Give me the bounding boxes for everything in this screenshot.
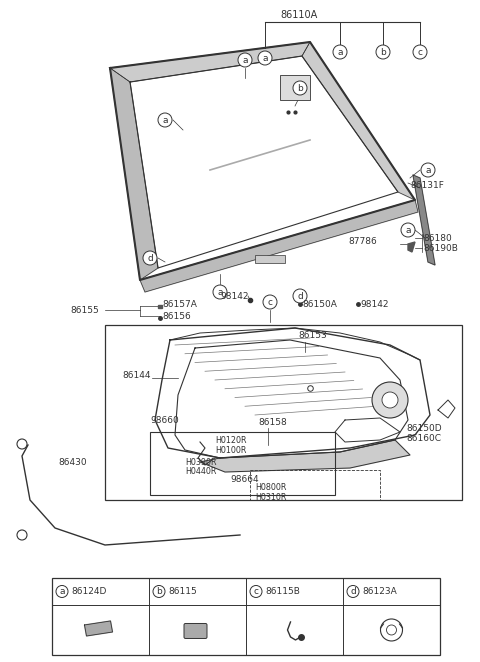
Text: H0310R: H0310R [255, 493, 287, 502]
Text: 86124D: 86124D [71, 587, 107, 596]
Circle shape [293, 289, 307, 303]
Text: 86430: 86430 [58, 457, 86, 467]
Circle shape [386, 625, 396, 635]
Text: 87786: 87786 [348, 236, 377, 246]
Text: 86144: 86144 [122, 371, 151, 379]
Text: a: a [262, 54, 268, 62]
Text: c: c [418, 48, 422, 56]
Text: 86153: 86153 [298, 330, 327, 340]
Text: c: c [267, 297, 273, 307]
Text: 86131F: 86131F [410, 181, 444, 189]
Text: b: b [156, 587, 162, 596]
Text: a: a [337, 48, 343, 56]
Circle shape [421, 163, 435, 177]
Circle shape [381, 619, 403, 641]
Text: b: b [297, 83, 303, 93]
Text: b: b [380, 48, 386, 56]
Circle shape [372, 382, 408, 418]
Text: 86156: 86156 [162, 312, 191, 320]
Polygon shape [110, 68, 158, 280]
Bar [250, 470, 380, 500]
Circle shape [347, 585, 359, 598]
Text: d: d [147, 254, 153, 263]
Polygon shape [140, 200, 418, 292]
Text: H0440R: H0440R [185, 467, 216, 477]
Circle shape [413, 45, 427, 59]
Text: c: c [253, 587, 259, 596]
Text: a: a [217, 287, 223, 297]
Text: 98664: 98664 [230, 475, 259, 485]
Text: 86158: 86158 [258, 418, 287, 426]
Circle shape [213, 285, 227, 299]
Text: 86150D: 86150D [406, 424, 442, 432]
Text: 86123A: 86123A [362, 587, 397, 596]
Circle shape [17, 439, 27, 449]
Text: 86115B: 86115B [265, 587, 300, 596]
Text: d: d [350, 587, 356, 596]
Text: 98142: 98142 [360, 299, 388, 308]
Text: 98142: 98142 [220, 291, 249, 301]
Polygon shape [84, 621, 112, 636]
Text: 86157A: 86157A [162, 299, 197, 308]
Polygon shape [413, 175, 435, 265]
Circle shape [56, 585, 68, 598]
Text: d: d [297, 291, 303, 301]
Circle shape [258, 51, 272, 65]
Text: a: a [59, 587, 65, 596]
Text: 86160C: 86160C [406, 434, 441, 442]
Bar [280, 75, 310, 100]
Circle shape [158, 113, 172, 127]
Circle shape [17, 530, 27, 540]
Text: a: a [242, 56, 248, 64]
Bar [52, 578, 440, 655]
Circle shape [333, 45, 347, 59]
Circle shape [238, 53, 252, 67]
Text: 86180: 86180 [423, 234, 452, 242]
Text: a: a [425, 166, 431, 175]
Text: 86115: 86115 [168, 587, 197, 596]
Text: 86155: 86155 [70, 305, 99, 314]
Bar [158, 305, 162, 308]
Bar [150, 432, 335, 495]
FancyBboxPatch shape [184, 624, 207, 638]
Circle shape [143, 251, 157, 265]
Polygon shape [408, 242, 415, 252]
Circle shape [376, 45, 390, 59]
Circle shape [382, 392, 398, 408]
Circle shape [293, 81, 307, 95]
Polygon shape [200, 440, 410, 472]
Circle shape [263, 295, 277, 309]
Text: a: a [162, 115, 168, 124]
Text: 86150A: 86150A [302, 299, 337, 308]
Text: 86110A: 86110A [280, 10, 317, 20]
Text: 86190B: 86190B [423, 244, 458, 252]
Circle shape [401, 223, 415, 237]
Circle shape [153, 585, 165, 598]
Text: H0100R: H0100R [215, 446, 246, 455]
Text: 98660: 98660 [150, 416, 179, 424]
Circle shape [250, 585, 262, 598]
Bar [105, 325, 462, 500]
Text: a: a [405, 226, 411, 234]
Polygon shape [302, 42, 415, 200]
Text: H0800R: H0800R [255, 483, 287, 493]
Text: H0390R: H0390R [185, 457, 216, 467]
Polygon shape [110, 42, 310, 82]
Text: H0120R: H0120R [215, 436, 247, 444]
Bar [255, 255, 285, 263]
